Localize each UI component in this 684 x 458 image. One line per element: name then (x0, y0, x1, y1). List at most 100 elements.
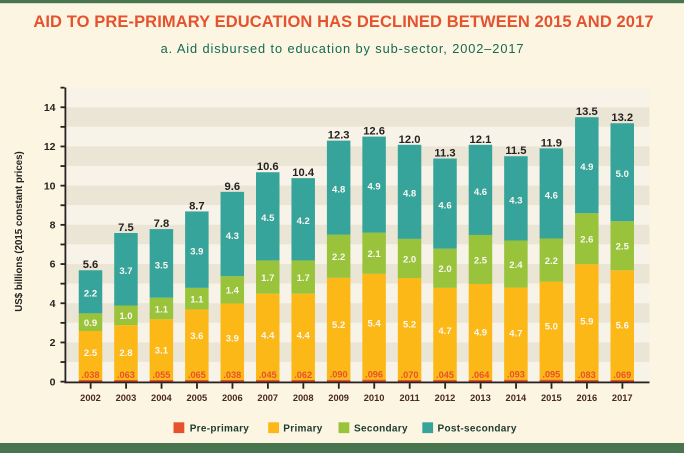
svg-text:2017: 2017 (612, 393, 633, 403)
svg-text:.070: .070 (401, 370, 419, 380)
svg-text:2008: 2008 (293, 393, 314, 403)
svg-text:2007: 2007 (257, 393, 278, 403)
svg-text:2016: 2016 (576, 393, 597, 403)
svg-text:.038: .038 (82, 370, 100, 380)
svg-text:2.0: 2.0 (403, 254, 416, 265)
svg-text:1.7: 1.7 (261, 273, 274, 284)
svg-text:5.9: 5.9 (580, 316, 593, 327)
svg-text:12.1: 12.1 (470, 134, 492, 146)
svg-text:4: 4 (50, 298, 56, 310)
svg-text:.045: .045 (436, 370, 454, 380)
svg-text:2014: 2014 (506, 393, 528, 403)
svg-text:Primary: Primary (283, 424, 322, 435)
svg-text:.064: .064 (472, 370, 491, 380)
svg-text:1.4: 1.4 (226, 286, 240, 297)
svg-text:2012: 2012 (435, 393, 456, 403)
svg-text:14: 14 (44, 102, 56, 114)
svg-text:2.0: 2.0 (438, 264, 451, 275)
svg-text:4.4: 4.4 (261, 330, 275, 341)
svg-text:7.8: 7.8 (154, 218, 170, 230)
svg-text:2005: 2005 (187, 393, 208, 403)
svg-text:2010: 2010 (364, 393, 385, 403)
svg-text:2.1: 2.1 (367, 249, 381, 260)
svg-text:Secondary: Secondary (354, 424, 408, 435)
svg-text:13.5: 13.5 (576, 106, 598, 118)
svg-text:5.0: 5.0 (616, 169, 629, 180)
svg-text:2.6: 2.6 (580, 235, 593, 246)
svg-text:12: 12 (44, 141, 56, 153)
svg-text:12.0: 12.0 (399, 134, 421, 146)
svg-text:2006: 2006 (222, 393, 243, 403)
svg-text:2.8: 2.8 (119, 348, 132, 359)
svg-text:2.2: 2.2 (545, 256, 558, 267)
svg-text:1.7: 1.7 (297, 273, 310, 284)
svg-text:2011: 2011 (399, 393, 419, 403)
svg-text:11.5: 11.5 (505, 145, 526, 157)
svg-text:5.0: 5.0 (545, 321, 558, 332)
svg-text:3.1: 3.1 (155, 345, 169, 356)
svg-text:4.6: 4.6 (474, 187, 487, 198)
svg-text:.095: .095 (542, 370, 560, 380)
svg-text:4.4: 4.4 (297, 330, 311, 341)
svg-text:4.7: 4.7 (438, 326, 451, 337)
svg-text:5.6: 5.6 (83, 259, 99, 271)
svg-text:2.2: 2.2 (332, 252, 345, 263)
svg-text:a. Aid disbursed to education: a. Aid disbursed to education by sub-sec… (161, 41, 525, 56)
svg-text:2: 2 (50, 337, 56, 349)
svg-text:2002: 2002 (80, 393, 101, 403)
svg-text:5.4: 5.4 (367, 318, 381, 329)
svg-text:2009: 2009 (328, 393, 349, 403)
svg-text:5.2: 5.2 (332, 320, 345, 331)
svg-text:8.7: 8.7 (189, 200, 205, 212)
svg-text:4.3: 4.3 (226, 231, 239, 242)
svg-text:2.4: 2.4 (509, 260, 523, 271)
svg-text:Pre-primary: Pre-primary (190, 424, 250, 435)
svg-text:3.9: 3.9 (190, 247, 203, 258)
svg-text:.062: .062 (294, 370, 312, 380)
svg-text:2003: 2003 (116, 393, 137, 403)
svg-text:2.5: 2.5 (84, 348, 98, 359)
svg-text:2004: 2004 (151, 393, 173, 403)
svg-text:.045: .045 (259, 370, 277, 380)
svg-text:4.2: 4.2 (297, 216, 310, 227)
svg-text:12.6: 12.6 (363, 126, 385, 138)
svg-text:4.5: 4.5 (261, 213, 275, 224)
svg-text:1.1: 1.1 (190, 295, 204, 306)
svg-text:4.6: 4.6 (438, 201, 451, 212)
svg-text:10.4: 10.4 (292, 167, 315, 179)
svg-text:Post-secondary: Post-secondary (438, 424, 517, 435)
svg-text:4.8: 4.8 (403, 189, 416, 200)
svg-text:2.5: 2.5 (474, 255, 488, 266)
svg-text:7.5: 7.5 (118, 222, 134, 234)
svg-text:4.9: 4.9 (474, 327, 487, 338)
svg-text:10: 10 (44, 180, 56, 192)
svg-text:11.9: 11.9 (541, 137, 562, 149)
svg-text:.038: .038 (223, 370, 241, 380)
svg-text:0.9: 0.9 (84, 318, 97, 329)
svg-text:3.5: 3.5 (155, 260, 169, 271)
svg-text:US$ billions (2015 constant pr: US$ billions (2015 constant prices) (14, 151, 25, 311)
svg-text:.055: .055 (152, 370, 170, 380)
svg-text:2.2: 2.2 (84, 289, 97, 300)
svg-text:5.6: 5.6 (616, 320, 629, 331)
svg-text:3.7: 3.7 (119, 266, 132, 277)
svg-text:.093: .093 (507, 370, 525, 380)
svg-text:8: 8 (50, 220, 56, 232)
svg-text:10.6: 10.6 (257, 161, 279, 173)
svg-text:4.8: 4.8 (332, 185, 345, 196)
svg-text:2015: 2015 (541, 393, 562, 403)
svg-text:.065: .065 (188, 370, 206, 380)
svg-text:1.1: 1.1 (155, 304, 169, 315)
svg-text:.096: .096 (365, 370, 383, 380)
svg-text:.083: .083 (578, 370, 596, 380)
svg-text:4.9: 4.9 (367, 182, 380, 193)
svg-text:.090: .090 (330, 370, 348, 380)
svg-text:3.6: 3.6 (190, 331, 203, 342)
svg-text:13.2: 13.2 (611, 112, 633, 124)
svg-text:1.0: 1.0 (119, 311, 132, 322)
svg-text:12.3: 12.3 (328, 130, 350, 142)
svg-text:6: 6 (50, 259, 56, 271)
svg-text:4.7: 4.7 (509, 328, 522, 339)
svg-text:.063: .063 (117, 370, 135, 380)
svg-text:0: 0 (50, 376, 56, 388)
